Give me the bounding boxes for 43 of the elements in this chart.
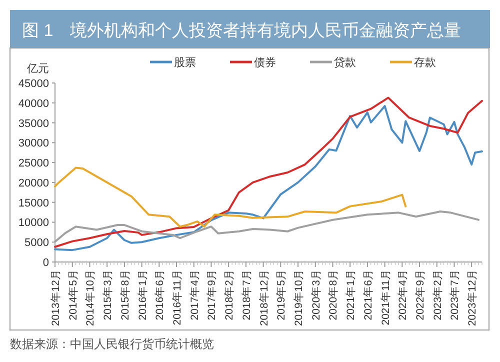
x-tick-label: 2016年6月 <box>154 269 166 320</box>
x-tick-label: 2016年1月 <box>136 269 149 320</box>
x-tick-label: 2023年12月 <box>466 269 479 326</box>
x-tick-label: 2013年12月 <box>50 269 62 326</box>
y-tick-label: 10000 <box>18 217 49 230</box>
x-tick-label: 2017年4月 <box>188 269 201 320</box>
chart-title: 图 1 境外机构和个人投资者持有境内人民币金融资产总量 <box>22 21 462 40</box>
y-tick-label: 40000 <box>18 98 49 110</box>
y-tick-label: 15000 <box>18 197 49 210</box>
source-note: 数据来源：中国人民银行货币统计概览 <box>10 337 214 351</box>
legend-label: 债券 <box>254 56 276 69</box>
x-tick-label: 2018年7月 <box>240 269 253 320</box>
y-tick-label: 35000 <box>18 118 49 130</box>
x-tick-label: 2017年9月 <box>206 269 218 320</box>
x-tick-label: 2021年1月 <box>345 269 358 320</box>
x-tick-label: 2023年2月 <box>432 269 444 320</box>
y-axis-title: 亿元 <box>26 63 49 75</box>
legend-label: 存款 <box>414 57 436 69</box>
x-tick-label: 2018年12月 <box>258 269 270 326</box>
x-tick-label: 2014年5月 <box>67 269 80 320</box>
y-tick-label: 0 <box>42 257 49 269</box>
x-tick-label: 2019年10月 <box>293 269 306 326</box>
y-tick-label: 5000 <box>24 237 49 250</box>
y-tick-label: 45000 <box>18 78 49 90</box>
x-tick-label: 2021年6月 <box>362 269 374 320</box>
x-tick-label: 2022年4月 <box>397 269 410 320</box>
x-tick-label: 2014年10月 <box>84 269 97 326</box>
x-tick-label: 2020年8月 <box>328 269 340 320</box>
legend-label: 贷款 <box>334 56 356 69</box>
y-tick-label: 30000 <box>18 138 49 150</box>
x-tick-label: 2023年7月 <box>449 269 462 320</box>
x-tick-label: 2015年3月 <box>102 269 114 320</box>
x-tick-label: 2015年8月 <box>119 269 132 320</box>
x-tick-label: 2018年2月 <box>224 269 236 320</box>
x-tick-label: 2016年11月 <box>172 269 184 326</box>
y-tick-label: 20000 <box>18 177 49 190</box>
x-tick-label: 2020年3月 <box>310 269 322 320</box>
x-tick-label: 2019年5月 <box>276 269 288 320</box>
line-series <box>54 166 407 228</box>
legend-label: 股票 <box>174 57 196 69</box>
y-tick-label: 25000 <box>18 158 49 170</box>
x-tick-label: 2022年9月 <box>414 269 427 320</box>
x-tick-label: 2021年11月 <box>380 269 392 326</box>
